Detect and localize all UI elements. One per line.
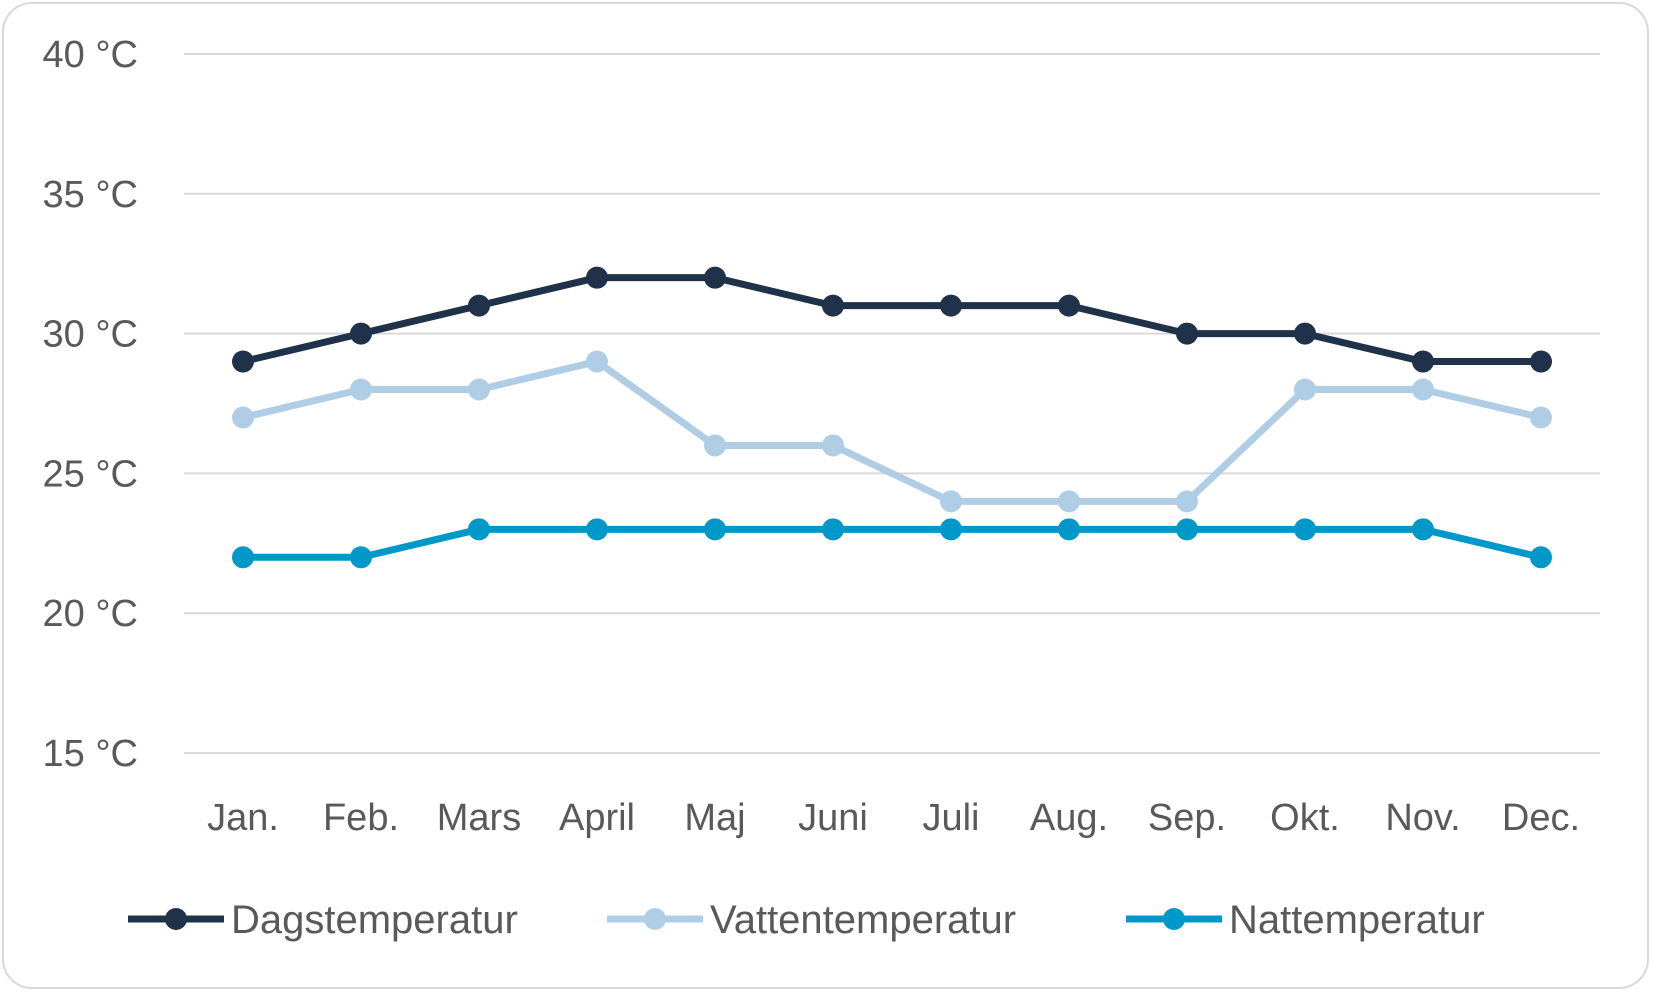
data-point — [1176, 322, 1198, 345]
legend-marker — [644, 908, 666, 930]
y-tick-label: 15 °C — [43, 733, 138, 775]
data-point — [822, 434, 844, 457]
data-point — [822, 518, 844, 541]
legend-marker — [1163, 908, 1185, 930]
data-point — [704, 434, 726, 457]
data-point — [704, 518, 726, 541]
data-point — [1058, 490, 1080, 513]
x-tick-label: Maj — [684, 797, 745, 839]
x-tick-label: Nov. — [1385, 797, 1460, 839]
data-point — [1294, 518, 1316, 541]
data-point — [468, 378, 490, 401]
data-point — [1176, 518, 1198, 541]
data-point — [232, 406, 254, 429]
legend-label: Nattemperatur — [1229, 898, 1485, 942]
data-point — [1530, 350, 1552, 373]
legend-label: Vattentemperatur — [710, 898, 1016, 942]
data-point — [586, 266, 608, 289]
data-point — [232, 350, 254, 373]
data-point — [940, 294, 962, 317]
data-point — [586, 350, 608, 373]
data-point — [350, 322, 372, 345]
data-point — [232, 546, 254, 569]
data-point — [940, 490, 962, 513]
y-tick-label: 35 °C — [43, 174, 138, 216]
data-point — [1412, 378, 1434, 401]
data-point — [468, 294, 490, 317]
data-point — [1530, 406, 1552, 429]
data-point — [1530, 546, 1552, 569]
x-tick-label: Juni — [798, 797, 868, 839]
series-line-nattemperatur — [243, 525, 1542, 561]
data-point — [1176, 490, 1198, 513]
data-point — [940, 518, 962, 541]
legend-label: Dagstemperatur — [231, 898, 518, 942]
series-line-vattentemperatur — [242, 358, 1542, 505]
data-point — [704, 266, 726, 289]
x-tick-label: Jan. — [207, 797, 279, 839]
x-tick-label: Mars — [437, 797, 521, 839]
data-point — [822, 294, 844, 317]
x-tick-label: Dec. — [1502, 797, 1580, 839]
y-tick-label: 40 °C — [43, 34, 138, 76]
data-point — [468, 518, 490, 541]
x-tick-label: Sep. — [1148, 797, 1226, 839]
legend-marker — [165, 908, 187, 930]
series-line-dagstemperatur — [242, 274, 1541, 366]
data-point — [1058, 294, 1080, 317]
x-tick-label: Juli — [922, 797, 979, 839]
y-tick-label: 25 °C — [43, 453, 138, 495]
x-tick-label: April — [559, 797, 635, 839]
data-point — [1294, 322, 1316, 345]
data-point — [1412, 518, 1434, 541]
data-point — [1294, 378, 1316, 401]
y-tick-label: 30 °C — [43, 314, 138, 356]
x-tick-label: Feb. — [323, 797, 399, 839]
x-tick-label: Aug. — [1030, 797, 1108, 839]
data-point — [350, 378, 372, 401]
x-tick-label: Okt. — [1270, 797, 1340, 839]
data-point — [350, 546, 372, 569]
y-tick-label: 20 °C — [43, 593, 138, 635]
data-point — [1058, 518, 1080, 541]
data-point — [1412, 350, 1434, 373]
data-point — [586, 518, 608, 541]
